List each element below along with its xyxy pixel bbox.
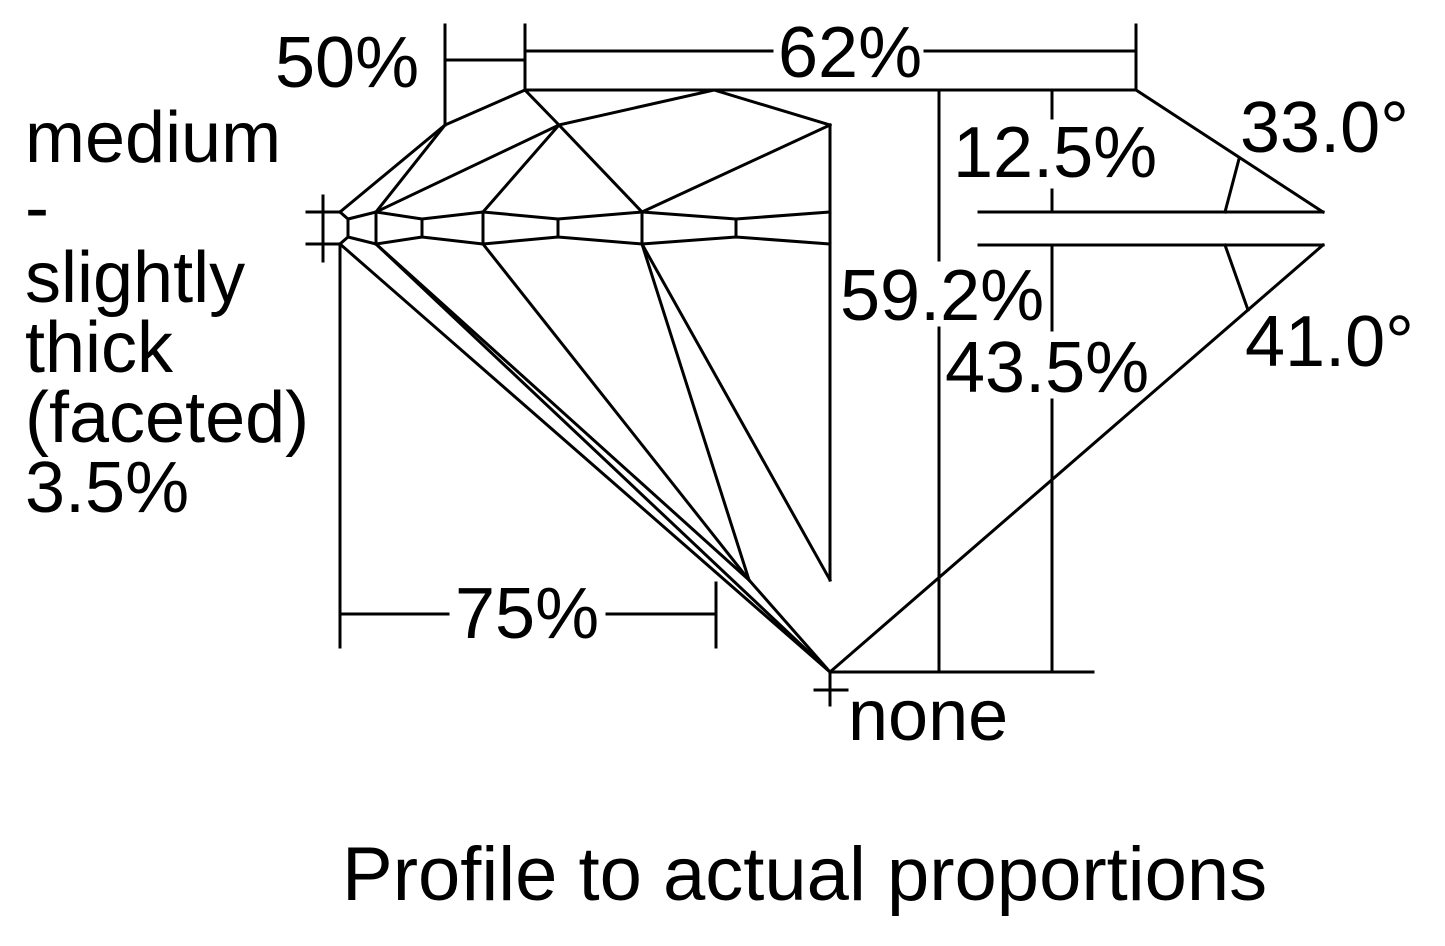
girdle-label-line: 3.5% — [25, 448, 189, 528]
crown-height-label: 12.5% — [953, 113, 1157, 193]
crown-facet — [557, 88, 832, 127]
girdle-label-line: slightly — [25, 238, 245, 318]
pavilion-facet — [480, 241, 752, 583]
pavilion-facet — [640, 242, 833, 675]
diagram-caption: Profile to actual proportions — [342, 832, 1267, 917]
table-label: 62% — [778, 13, 922, 93]
pavilion-facet — [373, 241, 752, 583]
pavilion-facet — [373, 241, 833, 675]
girdle-label-line: thick — [25, 308, 174, 388]
crown-facet — [373, 122, 448, 215]
girdle-label-line: (faceted) — [25, 378, 309, 458]
pavilion-angle-arc — [1223, 243, 1250, 312]
girdle-bottom — [346, 235, 832, 246]
pavilion-outline — [827, 242, 1326, 675]
pavilion-angle-label: 41.0° — [1245, 302, 1414, 382]
girdle-label-line: medium — [25, 98, 281, 178]
star-length-label: 75% — [455, 574, 599, 654]
total-depth-label: 59.2% — [840, 256, 1044, 336]
crown-facet — [640, 123, 832, 214]
lower-half-label: 50% — [275, 23, 419, 103]
crown-facet — [522, 87, 645, 215]
crown-facet — [374, 123, 561, 215]
pavilion-outline — [337, 241, 833, 675]
pavilion-facet — [639, 241, 833, 583]
diagram-lines — [305, 23, 1326, 707]
girdle-edge — [337, 209, 350, 247]
girdle-label-line: - — [25, 168, 49, 248]
girdle-top — [346, 210, 832, 221]
crown-angle-label: 33.0° — [1240, 88, 1409, 168]
crown-angle-arc — [1223, 157, 1241, 214]
pavilion-depth-label: 43.5% — [945, 328, 1149, 408]
culet-label: none — [848, 676, 1008, 756]
